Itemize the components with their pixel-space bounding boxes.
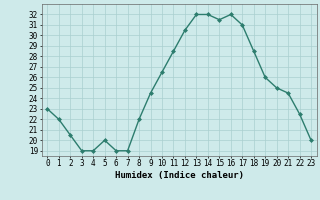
X-axis label: Humidex (Indice chaleur): Humidex (Indice chaleur) bbox=[115, 171, 244, 180]
